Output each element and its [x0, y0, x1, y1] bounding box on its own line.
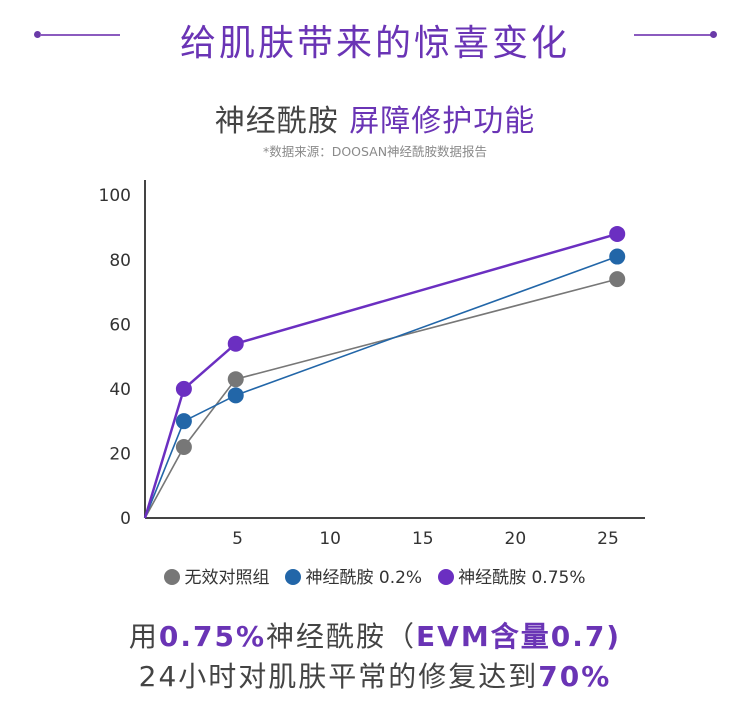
data-point	[609, 271, 626, 288]
chart-subtitle: 神经酰胺 屏障修护功能	[0, 96, 750, 140]
data-point	[175, 380, 192, 397]
legend-swatch	[285, 569, 302, 585]
y-tick-label: 100	[99, 186, 131, 206]
subtitle-part2: 屏障修护功能	[349, 104, 536, 139]
header-dot-right	[710, 31, 717, 38]
data-point	[227, 387, 244, 404]
footer-line-1: 用0.75%神经酰胺（EVM含量0.7)	[0, 615, 750, 655]
legend-item: 神经酰胺 0.75%	[438, 563, 586, 588]
legend-item: 神经酰胺 0.2%	[285, 563, 422, 588]
data-point	[175, 438, 192, 455]
footer-text-1a: 用	[128, 620, 159, 653]
header-dot-left	[34, 31, 41, 38]
line-chart: 0 20 40 60 80 100 5 10 15 20 25	[99, 180, 645, 549]
x-tick-label: 15	[412, 529, 434, 549]
y-tick-label: 40	[109, 380, 131, 400]
series-line	[144, 278, 618, 519]
data-point	[175, 413, 192, 430]
x-tick-label: 20	[505, 529, 527, 549]
header-line-left	[40, 34, 120, 36]
subtitle-part1: 神经酰胺	[214, 104, 350, 139]
legend-swatch	[164, 569, 181, 585]
header: 给肌肤带来的惊喜变化	[0, 8, 750, 64]
y-tick-label: 0	[120, 509, 131, 529]
page-title: 给肌肤带来的惊喜变化	[179, 23, 570, 64]
footer-text-1c: 神经酰胺（	[266, 620, 417, 653]
series-line	[143, 232, 618, 519]
header-line-right	[634, 34, 714, 36]
data-point	[227, 335, 244, 352]
footer-line-2: 24小时对肌肤平常的修复达到70%	[0, 655, 750, 695]
chart-legend: 无效对照组 神经酰胺 0.2% 神经酰胺 0.75%	[0, 563, 750, 588]
legend-label: 神经酰胺 0.75%	[458, 568, 586, 588]
source-note: *数据来源：DOOSAN神经酰胺数据报告	[262, 144, 488, 159]
footer-highlight-result: 70%	[538, 660, 612, 693]
series-line	[144, 255, 618, 519]
footer-highlight-evm: EVM含量0.7)	[416, 620, 622, 653]
x-tick-label: 25	[597, 529, 619, 549]
y-tick-label: 80	[109, 251, 131, 271]
legend-label: 神经酰胺 0.2%	[305, 568, 423, 588]
x-tick-label: 10	[319, 529, 341, 549]
footer-highlight-percent: 0.75%	[158, 620, 267, 653]
legend-item: 无效对照组	[164, 563, 269, 588]
legend-label: 无效对照组	[184, 568, 270, 588]
y-tick-label: 60	[109, 315, 131, 335]
x-tick-label: 5	[232, 529, 243, 549]
data-point	[227, 371, 244, 388]
data-point	[609, 225, 626, 242]
legend-swatch	[438, 569, 455, 585]
footer-text-2a: 24小时对肌肤平常的修复达到	[138, 660, 539, 693]
data-point	[609, 248, 626, 265]
y-tick-label: 20	[109, 444, 131, 464]
